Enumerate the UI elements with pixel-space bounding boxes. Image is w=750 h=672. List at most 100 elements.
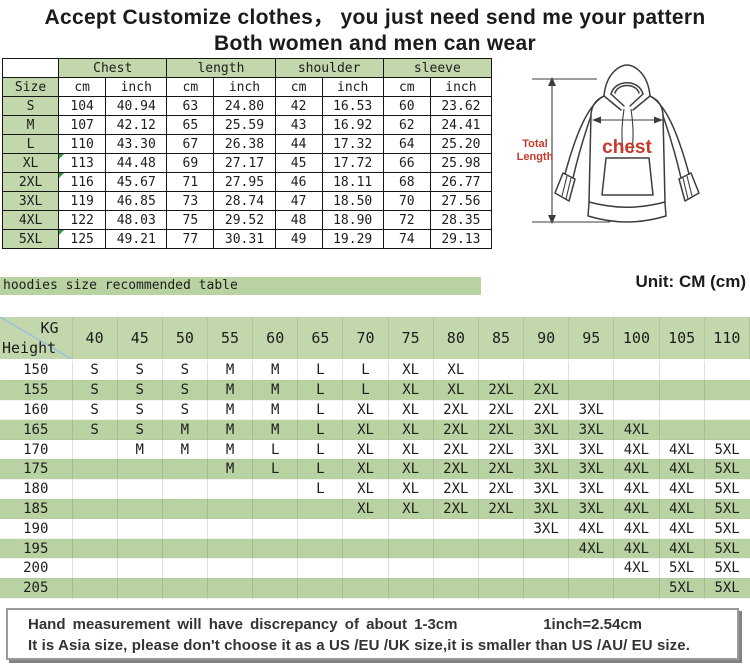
size-label-cell: 4XL xyxy=(1,210,60,230)
size-reco-cell xyxy=(72,499,118,519)
size-reco-cell xyxy=(72,538,118,559)
measure-cell: 48.03 xyxy=(105,210,168,230)
measure-cell: 62 xyxy=(382,115,431,135)
note-line-1: Hand measurement will have discrepancy o… xyxy=(28,616,737,633)
height-label: Height xyxy=(2,339,57,357)
size-reco-cell xyxy=(613,578,660,599)
height-value-cell: 205 xyxy=(0,578,73,599)
page-title: Accept Customize clothes， you just need … xyxy=(0,5,750,57)
measure-cell: 43 xyxy=(274,115,323,135)
diagonal-divider xyxy=(0,317,72,359)
size-reco-cell: L xyxy=(252,439,299,460)
hoodie-illustration: chest Total Length xyxy=(517,64,700,224)
measure-cell: 66 xyxy=(382,153,431,173)
size-table: Chest length shoulder sleeve Size cm inch cm inc… xyxy=(1,58,493,249)
unit-header-cell: cm xyxy=(58,77,107,97)
note-measurement-text: Hand measurement will have discrepancy o… xyxy=(28,616,458,633)
measure-cell: 16.92 xyxy=(321,115,384,135)
size-reco-cell: 2XL xyxy=(523,400,570,420)
size-reco-cell: 4XL xyxy=(613,439,660,460)
size-reco-cell: 2XL xyxy=(433,479,479,500)
size-reco-cell xyxy=(433,538,479,559)
size-reco-cell xyxy=(252,578,299,599)
weight-header-cell: 105 xyxy=(659,317,705,361)
measure-cell: 43.30 xyxy=(105,134,168,154)
measure-cell: 29.13 xyxy=(429,229,493,249)
size-reco-cell xyxy=(478,518,525,539)
measure-cell: 49 xyxy=(274,229,323,249)
unit-header-cell: inch xyxy=(429,77,493,97)
size-reco-cell: 3XL xyxy=(523,479,570,500)
size-reco-cell: 4XL xyxy=(568,538,615,559)
size-reco-cell xyxy=(117,499,163,519)
size-reco-cell: 4XL xyxy=(659,439,705,460)
size-reco-cell xyxy=(659,380,705,401)
size-reco-cell xyxy=(342,538,389,559)
size-reco-cell: 2XL xyxy=(523,380,570,401)
measure-cell: 67 xyxy=(166,134,215,154)
size-reco-cell: 2XL xyxy=(478,380,525,401)
size-reco-cell xyxy=(162,558,208,579)
size-reco-cell: 4XL xyxy=(613,558,660,579)
size-reco-cell: XL xyxy=(388,419,434,440)
note-inch-conversion: 1inch=2.54cm xyxy=(543,616,642,633)
size-reco-cell xyxy=(207,499,254,519)
size-reco-cell: 3XL xyxy=(568,499,615,519)
weight-header-cell: 95 xyxy=(568,317,615,361)
measure-cell: 122 xyxy=(58,210,107,230)
size-reco-cell: 3XL xyxy=(523,439,570,460)
title-line-2: Both women and men can wear xyxy=(214,32,536,55)
size-table-group-row: Chest length shoulder sleeve xyxy=(1,58,493,78)
size-table-row: 3XL 119 46.85 73 28.74 47 18.50 70 27.56 xyxy=(1,191,493,211)
reco-row: 150 S S S M M L L XL XL xyxy=(0,360,750,381)
size-reco-cell: XL xyxy=(342,400,389,420)
size-reco-cell xyxy=(207,518,254,539)
size-reco-cell xyxy=(388,578,434,599)
size-reco-cell: 4XL xyxy=(659,538,705,559)
size-reco-cell xyxy=(72,578,118,599)
measure-cell: 42 xyxy=(274,96,323,116)
size-label-cell: XL xyxy=(1,153,60,173)
size-reco-cell: M xyxy=(207,419,254,440)
size-reco-cell: 5XL xyxy=(714,481,740,498)
size-reco-cell: L xyxy=(297,459,344,480)
measure-cell: 44 xyxy=(274,134,323,154)
measure-cell: 28.74 xyxy=(213,191,276,211)
size-reco-cell: XL xyxy=(388,439,434,460)
measure-cell: 42.12 xyxy=(105,115,168,135)
reco-row: 200 4XL 5XL 5XL xyxy=(0,558,750,579)
reco-row: 170 M M M L L XL XL 2XL 2XL 3XL 3XL 4XL 4XL 5XL xyxy=(0,439,750,460)
size-label-cell: 2XL xyxy=(1,172,60,192)
measure-cell: 119 xyxy=(58,191,107,211)
measure-cell: 26.38 xyxy=(213,134,276,154)
measure-cell: 45 xyxy=(274,153,323,173)
measure-cell: 40.94 xyxy=(105,96,168,116)
size-reco-cell: XL xyxy=(388,479,434,500)
size-label-cell: S xyxy=(1,96,60,116)
measure-cell: 70 xyxy=(382,191,431,211)
size-reco-cell: 3XL xyxy=(523,499,570,519)
size-reco-cell: S xyxy=(117,400,163,420)
measure-cell: 27.17 xyxy=(213,153,276,173)
size-reco-cell: 5XL xyxy=(714,540,740,557)
size-reco-cell xyxy=(297,518,344,539)
size-reco-cell: S xyxy=(117,360,163,381)
size-label-cell: 3XL xyxy=(1,191,60,211)
size-reco-cell: M xyxy=(207,459,254,480)
size-table-subheader-row: Size cm inch cm inch cm inch cm inch xyxy=(1,77,493,97)
size-reco-cell xyxy=(659,419,705,440)
size-reco-cell xyxy=(478,538,525,559)
size-reco-cell: L xyxy=(297,419,344,440)
size-reco-cell: M xyxy=(252,360,299,381)
size-reco-cell: M xyxy=(207,439,254,460)
size-reco-cell: 2XL xyxy=(478,400,525,420)
size-reco-cell: M xyxy=(252,419,299,440)
size-reco-cell: XL xyxy=(342,439,389,460)
size-reco-cell: XL xyxy=(388,499,434,519)
size-reco-cell: S xyxy=(162,380,208,401)
size-reco-cell: 4XL xyxy=(613,538,660,559)
size-reco-cell: S xyxy=(72,400,118,420)
reco-row: 180 L XL XL 2XL 2XL 3XL 3XL 4XL 4XL 5XL xyxy=(0,479,750,500)
measure-cell: 46 xyxy=(274,172,323,192)
size-table-row: 5XL 125 49.21 77 30.31 49 19.29 74 29.13 xyxy=(1,229,493,249)
